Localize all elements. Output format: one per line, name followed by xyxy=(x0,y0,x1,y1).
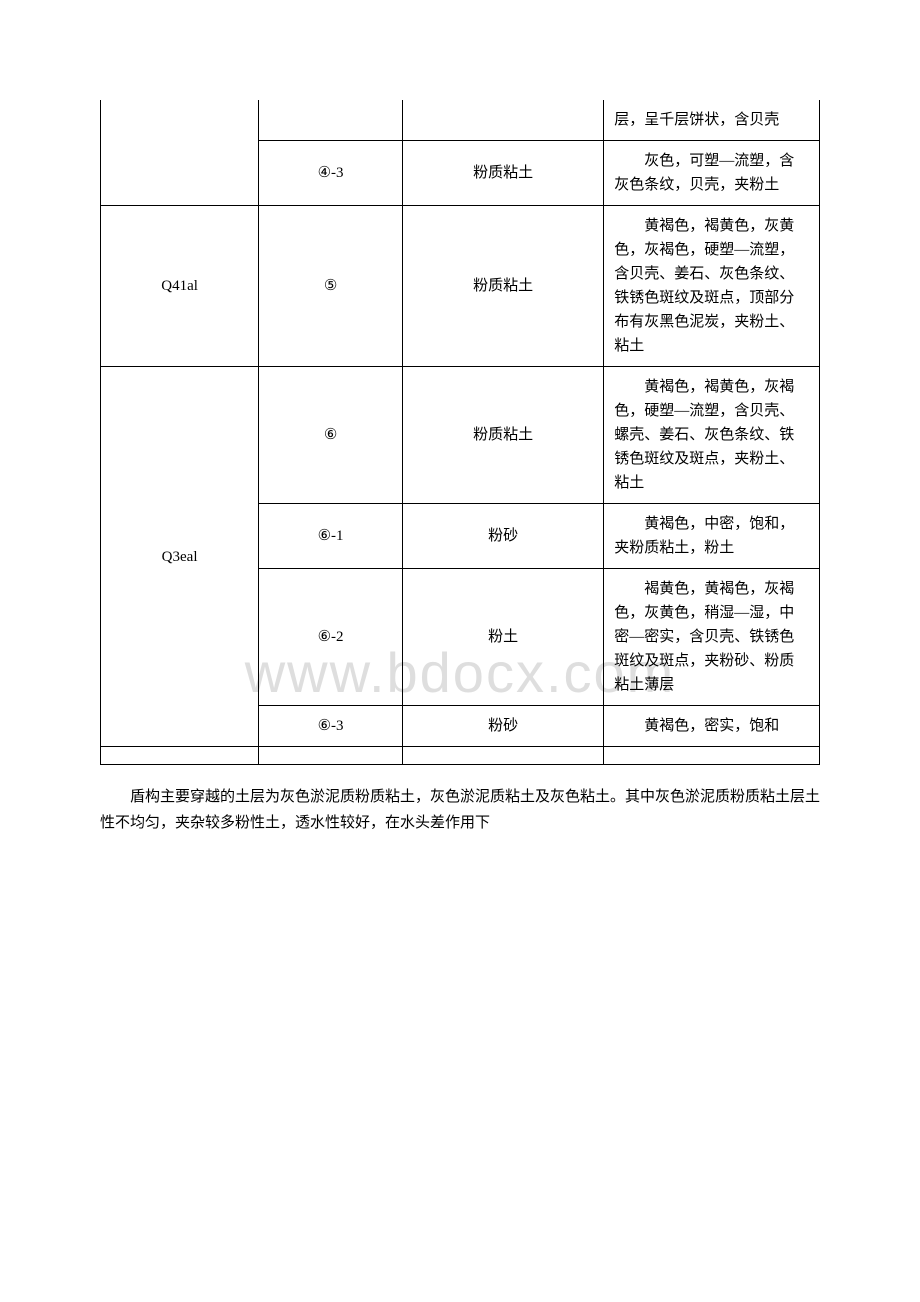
cell-soil-type: 粉砂 xyxy=(402,706,603,747)
cell-soil-type: 粉质粘土 xyxy=(402,141,603,206)
cell-description: 黄褐色，密实，饱和 xyxy=(604,706,820,747)
soil-layer-table: 层，呈千层饼状，含贝壳 ④-3 粉质粘土 灰色，可塑—流塑，含灰色条纹，贝壳，夹… xyxy=(100,100,820,765)
cell-layer-id: ⑥ xyxy=(259,367,403,504)
table-empty-row xyxy=(101,747,820,765)
cell-formation: Q41al xyxy=(101,206,259,367)
body-paragraph: 盾构主要穿越的土层为灰色淤泥质粉质粘土，灰色淤泥质粘土及灰色粘土。其中灰色淤泥质… xyxy=(100,785,820,836)
cell-description: 黄褐色，褐黄色，灰黄色，灰褐色，硬塑—流塑，含贝壳、姜石、灰色条纹、铁锈色斑纹及… xyxy=(604,206,820,367)
cell-layer-id: ⑥-2 xyxy=(259,569,403,706)
cell-soil-type: 粉土 xyxy=(402,569,603,706)
cell-formation xyxy=(101,100,259,206)
empty-cell xyxy=(259,747,403,765)
cell-soil-type xyxy=(402,100,603,141)
table-row: Q41al ⑤ 粉质粘土 黄褐色，褐黄色，灰黄色，灰褐色，硬塑—流塑，含贝壳、姜… xyxy=(101,206,820,367)
empty-cell xyxy=(604,747,820,765)
cell-description: 灰色，可塑—流塑，含灰色条纹，贝壳，夹粉土 xyxy=(604,141,820,206)
cell-layer-id: ⑤ xyxy=(259,206,403,367)
cell-soil-type: 粉质粘土 xyxy=(402,206,603,367)
cell-description: 黄褐色，褐黄色，灰褐色，硬塑—流塑，含贝壳、螺壳、姜石、灰色条纹、铁锈色斑纹及斑… xyxy=(604,367,820,504)
cell-description: 层，呈千层饼状，含贝壳 xyxy=(604,100,820,141)
table-row: Q3eal ⑥ 粉质粘土 黄褐色，褐黄色，灰褐色，硬塑—流塑，含贝壳、螺壳、姜石… xyxy=(101,367,820,504)
empty-cell xyxy=(101,747,259,765)
cell-layer-id xyxy=(259,100,403,141)
cell-layer-id: ⑥-1 xyxy=(259,504,403,569)
cell-description: 褐黄色，黄褐色，灰褐色，灰黄色，稍湿—湿，中密—密实，含贝壳、铁锈色斑纹及斑点，… xyxy=(604,569,820,706)
cell-layer-id: ④-3 xyxy=(259,141,403,206)
cell-layer-id: ⑥-3 xyxy=(259,706,403,747)
empty-cell xyxy=(402,747,603,765)
table-row: 层，呈千层饼状，含贝壳 xyxy=(101,100,820,141)
cell-formation: Q3eal xyxy=(101,367,259,747)
cell-soil-type: 粉砂 xyxy=(402,504,603,569)
cell-soil-type: 粉质粘土 xyxy=(402,367,603,504)
cell-description: 黄褐色，中密，饱和，夹粉质粘土，粉土 xyxy=(604,504,820,569)
